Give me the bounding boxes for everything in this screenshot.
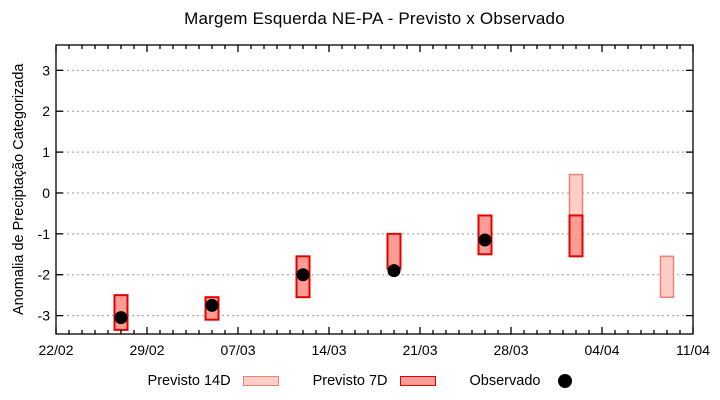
observado-point: [205, 298, 219, 312]
y-tick-label: -2: [38, 267, 51, 283]
observado-dot-swatch: [558, 374, 573, 388]
previsto-14d-box: [659, 255, 675, 298]
y-tick-label: 3: [42, 62, 50, 78]
observado-point: [387, 264, 401, 278]
previsto-7d-box: [568, 214, 584, 258]
legend-item-observado: Observado: [470, 373, 573, 389]
legend-item-previsto-7d: Previsto 7D: [313, 373, 436, 389]
observado-point: [478, 233, 492, 247]
x-tick-label: 28/03: [493, 342, 528, 358]
x-tick-label: 04/04: [584, 342, 619, 358]
plot-border: [55, 44, 694, 335]
previsto-7d-swatch: [399, 376, 436, 386]
x-tick-label: 07/03: [220, 342, 255, 358]
x-tick-label: 21/03: [402, 342, 437, 358]
y-tick-label: 2: [42, 103, 50, 119]
observado-point: [114, 311, 128, 325]
y-tick-label: -3: [38, 308, 51, 324]
y-tick-label: 0: [42, 185, 50, 201]
legend-item-previsto-14d: Previsto 14D: [148, 373, 279, 389]
legend-label-observado: Observado: [469, 373, 541, 389]
observado-point: [296, 268, 310, 282]
x-tick-label: 11/04: [676, 342, 710, 358]
y-tick-label: 1: [42, 144, 50, 160]
chart-title: Margem Esquerda NE-PA - Previsto x Obser…: [184, 9, 565, 28]
legend-label-previsto-7d: Previsto 7D: [312, 373, 388, 389]
previsto-7d-box: [386, 232, 402, 270]
legend: Previsto 14D Previsto 7D Observado: [0, 366, 720, 396]
x-tick-label: 22/02: [38, 342, 73, 358]
previsto-14d-swatch: [242, 376, 279, 386]
x-tick-label: 29/02: [129, 342, 164, 358]
y-axis-label: Anomalia de Preciptação Categorizada: [11, 63, 27, 316]
y-tick-label: -1: [38, 226, 51, 242]
x-tick-label: 14/03: [311, 342, 346, 358]
previsto-14d-box: [568, 173, 584, 217]
legend-label-previsto-14d: Previsto 14D: [147, 373, 231, 389]
